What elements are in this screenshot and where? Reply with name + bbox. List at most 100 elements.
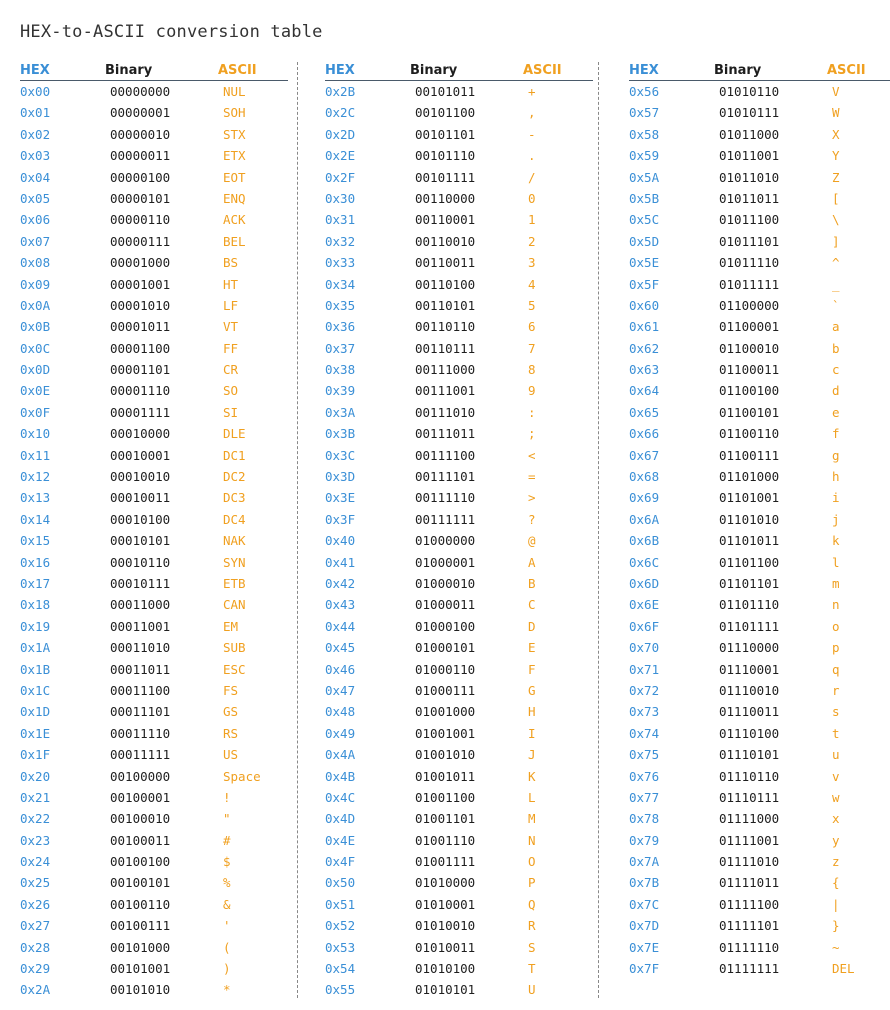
ascii-cell: ? [528,511,536,527]
binary-cell: 01010100 [415,961,476,977]
binary-cell: 00000101 [110,190,171,206]
hex-cell: 0x49 [325,725,356,741]
ascii-cell: ' [223,918,231,934]
binary-cell: 01101010 [719,511,780,527]
hex-cell: 0x21 [20,789,51,805]
hex-cell: 0x62 [629,340,660,356]
hex-cell: 0x08 [20,255,51,271]
hex-cell: 0x10 [20,426,51,442]
ascii-cell: _ [832,276,840,292]
ascii-cell: x [832,811,840,827]
table-row: 0x42 01000010 B [325,573,593,594]
ascii-cell: , [528,105,536,121]
binary-cell: 00001111 [110,404,171,420]
ascii-cell: i [832,490,840,506]
table-row: 0x31 00110001 1 [325,209,593,230]
binary-cell: 00010011 [110,490,171,506]
ascii-cell: SO [223,383,239,399]
table-row: 0x19 00011001 EM [20,616,288,637]
ascii-cell: NUL [223,84,246,99]
ascii-cell: I [528,725,536,741]
table-body: 0x56 01010110 V 0x57 01010111 W 0x58 01011000 X 0… [629,81,890,979]
binary-cell: 00110101 [415,297,476,313]
ascii-cell: STX [223,126,246,142]
table-row: 0x72 01110010 r [629,680,890,701]
hex-cell: 0x14 [20,511,51,527]
table-row: 0x06 00000110 ACK [20,209,288,230]
binary-cell: 01110100 [719,725,780,741]
ascii-cell: EM [223,618,239,634]
hex-cell: 0x7F [629,961,660,977]
binary-cell: 00010010 [110,469,171,485]
binary-cell: 01000100 [415,618,476,634]
binary-cell: 00111010 [415,404,476,420]
hex-cell: 0x5E [629,255,660,271]
table-row: 0x45 01000101 E [325,637,593,658]
table-row: 0x2F 00101111 / [325,167,593,188]
hex-cell: 0x01 [20,105,51,121]
ascii-cell: 2 [528,233,536,249]
binary-cell: 01011010 [719,169,780,185]
ascii-cell: P [528,875,536,891]
binary-cell: 01001010 [415,747,476,763]
table-row: 0x0E 00001110 SO [20,380,288,401]
binary-cell: 01101101 [719,575,780,591]
table-row: 0x4B 01001011 K [325,766,593,787]
table-row: 0x51 01010001 Q [325,894,593,915]
ascii-cell: : [528,404,536,420]
ascii-cell: = [528,469,536,485]
binary-cell: 01110111 [719,789,780,805]
binary-cell: 01111011 [719,875,780,891]
table-row: 0x22 00100010 " [20,808,288,829]
table-row: 0x3D 00111101 = [325,466,593,487]
hex-cell: 0x2C [325,105,356,121]
hex-cell: 0x64 [629,383,660,399]
binary-cell: 01110110 [719,768,780,784]
table-row: 0x3C 00111100 < [325,445,593,466]
binary-cell: 00010000 [110,426,171,442]
ascii-cell: ( [223,939,231,955]
hex-cell: 0x4E [325,832,356,848]
hex-cell: 0x56 [629,84,660,99]
ascii-cell: D [528,618,536,634]
ascii-cell: o [832,618,840,634]
table-row: 0x05 00000101 ENQ [20,188,288,209]
binary-cell: 00110100 [415,276,476,292]
binary-cell: 00101011 [415,84,476,99]
hex-cell: 0x0A [20,297,51,313]
ascii-cell: DC3 [223,490,246,506]
hex-cell: 0x22 [20,811,51,827]
binary-cell: 00100011 [110,832,171,848]
binary-cell: 00110000 [415,190,476,206]
ascii-cell: T [528,961,536,977]
binary-cell: 00111000 [415,362,476,378]
ascii-cell: " [223,811,231,827]
hex-cell: 0x17 [20,575,51,591]
binary-cell: 01001000 [415,704,476,720]
table-row: 0x48 01001000 H [325,701,593,722]
table-row: 0x18 00011000 CAN [20,594,288,615]
ascii-cell: 9 [528,383,536,399]
hex-cell: 0x39 [325,383,356,399]
ascii-cell: ] [832,233,840,249]
table-row: 0x09 00001001 HT [20,274,288,295]
binary-cell: 00110001 [415,212,476,228]
hex-cell: 0x71 [629,661,660,677]
hex-cell: 0x27 [20,918,51,934]
binary-cell: 00100000 [110,768,171,784]
ascii-cell: # [223,832,231,848]
ascii-cell: q [832,661,840,677]
hex-cell: 0x32 [325,233,356,249]
ascii-cell: S [528,939,536,955]
table-row: 0x55 01010101 U [325,979,593,1000]
ascii-cell: U [528,982,536,998]
table-row: 0x16 00010110 SYN [20,552,288,573]
table-row: 0x6E 01101110 n [629,594,890,615]
binary-cell: 01000011 [415,597,476,613]
hex-cell: 0x7A [629,854,660,870]
table-row: 0x38 00111000 8 [325,359,593,380]
hex-cell: 0x75 [629,747,660,763]
hex-cell: 0x16 [20,554,51,570]
table-row: 0x68 01101000 h [629,466,890,487]
binary-cell: 01010000 [415,875,476,891]
